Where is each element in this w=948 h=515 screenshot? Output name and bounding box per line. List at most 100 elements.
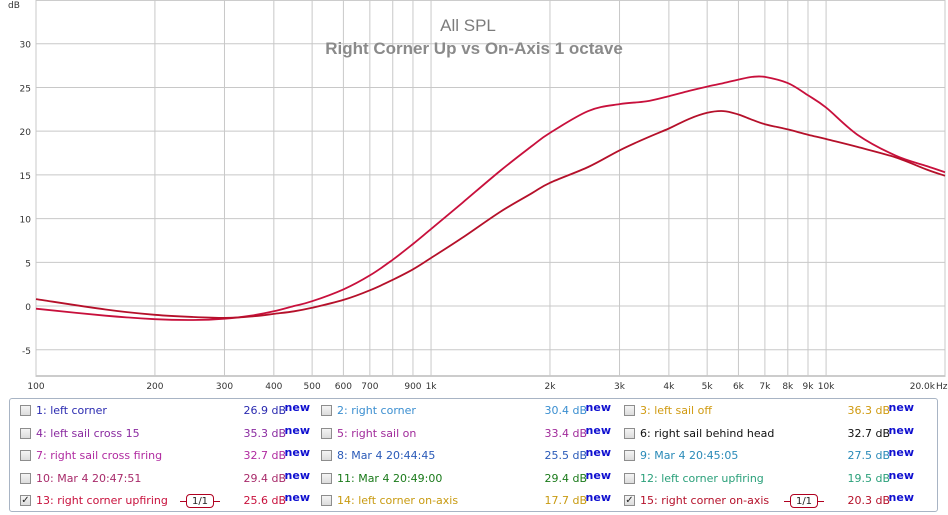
chart-subtitle: Right Corner Up vs On-Axis 1 octave	[325, 39, 623, 58]
legend-item-spl-value: 32.7 dB	[847, 426, 890, 440]
legend-item-spl-value: 35.3 dB	[243, 426, 286, 440]
legend-item-spl-value: 29.4 dB	[544, 471, 587, 485]
legend-panel: 1: left corner 26.9 dB new 2: right corner 3…	[9, 398, 938, 512]
plot-area-background	[35, 0, 946, 377]
x-tick-label: 9k	[803, 382, 815, 392]
legend-row: 10: Mar 4 20:47:51 29.4 dB new 11: Mar 4 20…	[10, 468, 939, 490]
legend-item-checkbox[interactable]	[321, 427, 332, 439]
new-badge: new	[585, 401, 611, 414]
y-tick-label: 25	[20, 84, 31, 94]
new-badge: new	[888, 446, 914, 459]
new-badge: new	[585, 491, 611, 504]
legend-item: 9: Mar 4 20:45:05 27.5 dB new	[624, 446, 914, 467]
legend-item-label[interactable]: 1: left corner	[36, 404, 107, 417]
x-tick-label: 4k	[663, 382, 675, 392]
legend-item-checkbox[interactable]	[624, 427, 635, 439]
x-tick-label: 900	[404, 382, 421, 392]
legend-item-label[interactable]: 5: right sail on	[337, 426, 417, 440]
legend-item-label[interactable]: 14: left corner on-axis	[337, 494, 459, 507]
legend-item-label[interactable]: 3: left sail off	[640, 404, 712, 417]
legend-item-label[interactable]: 13: right corner upfiring	[36, 494, 168, 507]
x-tick-label: 7k	[759, 382, 771, 392]
x-axis-ticks: 100 200 300 400 500 600 700 900 1k 2k 3k 4k 5k 6k 7k 8k…	[27, 382, 935, 392]
legend-item-checkbox[interactable]	[321, 472, 332, 484]
legend-row: 7: right sail cross firing 32.7 dB new 8: M…	[10, 446, 939, 467]
new-badge: new	[888, 491, 914, 504]
new-badge: new	[284, 423, 310, 437]
grid-lines	[35, 0, 946, 376]
legend-item-spl-value: 25.6 dB	[243, 494, 286, 507]
legend-item-checkbox[interactable]: ✓	[624, 495, 635, 506]
legend-item-checkbox[interactable]	[624, 472, 635, 484]
chart-title: All SPL	[440, 16, 496, 35]
legend-item: 5: right sail on 33.4 dB new	[321, 423, 611, 445]
legend-item: ✓ 15: right corner on-axis 1/1 20.3 dB new	[624, 491, 914, 512]
x-tick-label: 400	[265, 382, 282, 392]
legend-item-checkbox[interactable]	[20, 427, 31, 439]
legend-item-checkbox[interactable]	[20, 450, 31, 461]
new-badge: new	[888, 423, 914, 437]
legend-item: 12: left corner upfiring 19.5 dB new	[624, 468, 914, 490]
x-tick-label: 2k	[544, 382, 556, 392]
legend-item-checkbox[interactable]	[20, 405, 31, 416]
new-badge: new	[284, 468, 310, 482]
legend-item-spl-value: 33.4 dB	[544, 426, 587, 440]
legend-item-checkbox[interactable]	[321, 450, 332, 461]
new-badge: new	[284, 401, 310, 414]
legend-item-checkbox[interactable]	[624, 450, 635, 461]
series-line-right-corner-on-axis	[35, 110, 946, 319]
y-tick-label: 30	[20, 41, 32, 51]
legend-item-label[interactable]: 11: Mar 4 20:49:00	[337, 471, 443, 485]
legend-item-label[interactable]: 9: Mar 4 20:45:05	[640, 449, 739, 462]
x-tick-label: 10k	[818, 382, 835, 392]
x-tick-label: 100	[27, 382, 44, 392]
legend-item-spl-value: 26.9 dB	[243, 404, 286, 417]
legend-item-checkbox[interactable]: ✓	[20, 495, 31, 506]
legend-item-label[interactable]: 6: right sail behind head	[640, 426, 775, 440]
legend-item: 2: right corner 30.4 dB new	[321, 401, 611, 422]
x-tick-label: 5k	[702, 382, 714, 392]
legend-item-spl-value: 32.7 dB	[243, 449, 286, 462]
x-tick-label: 500	[304, 382, 321, 392]
legend-item: 11: Mar 4 20:49:00 29.4 dB new	[321, 468, 611, 490]
legend-item: 6: right sail behind head 32.7 dB new	[624, 423, 914, 445]
x-axis-unit-label: Hz	[936, 382, 948, 392]
legend-item-label[interactable]: 4: left sail cross 15	[36, 426, 140, 440]
x-tick-label: 1k	[426, 382, 438, 392]
new-badge: new	[888, 468, 914, 482]
legend-item-label[interactable]: 12: left corner upfiring	[640, 471, 764, 485]
y-axis-ticks: -5 0 5 10 15 20 25 30	[20, 41, 32, 357]
legend-item-label[interactable]: 15: right corner on-axis	[640, 494, 770, 507]
legend-item: 8: Mar 4 20:44:45 25.5 dB new	[321, 446, 611, 467]
legend-item-checkbox[interactable]	[321, 495, 332, 506]
legend-item-checkbox[interactable]	[20, 472, 31, 484]
y-tick-label: -5	[22, 347, 31, 357]
new-badge: new	[585, 468, 611, 482]
new-badge: new	[888, 401, 914, 414]
legend-item-label[interactable]: 8: Mar 4 20:44:45	[337, 449, 436, 462]
legend-item-spl-value: 27.5 dB	[847, 449, 890, 462]
legend-item-label[interactable]: 7: right sail cross firing	[36, 449, 163, 462]
legend-item-label[interactable]: 10: Mar 4 20:47:51	[36, 471, 142, 485]
series-group	[35, 75, 946, 321]
legend-item-spl-value: 19.5 dB	[847, 471, 890, 485]
smoothing-badge[interactable]: 1/1	[180, 494, 220, 508]
x-tick-label: 600	[335, 382, 352, 392]
legend-item-checkbox[interactable]	[321, 405, 332, 416]
legend-item-spl-value: 36.3 dB	[847, 404, 890, 417]
legend-item-spl-value: 17.7 dB	[544, 494, 587, 507]
new-badge: new	[585, 423, 611, 437]
legend-item-checkbox[interactable]	[624, 405, 635, 416]
x-tick-label: 20.0k	[910, 382, 936, 392]
y-axis-label: dB	[8, 1, 20, 11]
legend-item-label[interactable]: 2: right corner	[337, 404, 416, 417]
x-tick-label: 8k	[782, 382, 794, 392]
legend-item: 10: Mar 4 20:47:51 29.4 dB new	[20, 468, 310, 490]
series-line-right-corner-upfiring	[35, 75, 946, 321]
smoothing-badge[interactable]: 1/1	[784, 494, 824, 508]
legend-item-spl-value: 20.3 dB	[847, 494, 890, 507]
legend-item-spl-value: 29.4 dB	[243, 471, 286, 485]
legend-item-spl-value: 30.4 dB	[544, 404, 587, 417]
y-tick-label: 0	[25, 303, 31, 313]
